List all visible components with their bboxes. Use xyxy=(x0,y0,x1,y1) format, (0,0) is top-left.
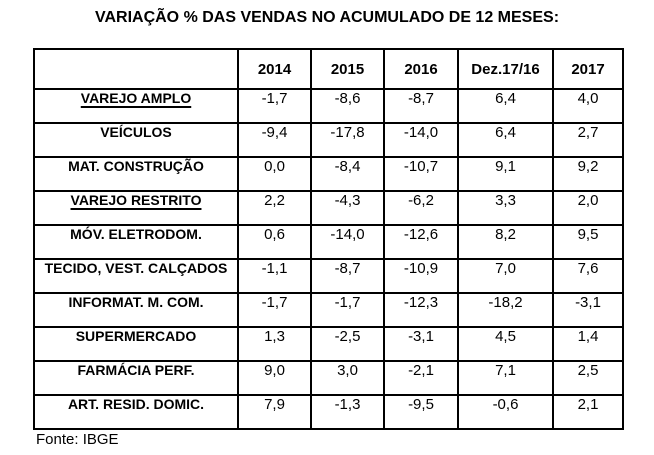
table-row: VAREJO RESTRITO 2,2 -4,3 -6,2 3,3 2,0 xyxy=(33,190,624,226)
value-cell: -9,4 xyxy=(237,122,312,158)
value-cell: -1,1 xyxy=(237,258,312,294)
row-label: SUPERMERCADO xyxy=(33,326,239,362)
value-cell: 8,2 xyxy=(457,224,554,260)
value-cell: -8,4 xyxy=(310,156,385,192)
sales-variation-table: 2014 2015 2016 Dez.17/16 2017 VAREJO AMP… xyxy=(33,48,624,430)
value-cell: -8,7 xyxy=(310,258,385,294)
table-row: ART. RESID. DOMIC. 7,9 -1,3 -9,5 -0,6 2,1 xyxy=(33,394,624,430)
value-cell: -2,5 xyxy=(310,326,385,362)
value-cell: -1,3 xyxy=(310,394,385,430)
value-cell: -18,2 xyxy=(457,292,554,328)
table-row: FARMÁCIA PERF. 9,0 3,0 -2,1 7,1 2,5 xyxy=(33,360,624,396)
value-cell: 7,6 xyxy=(552,258,624,294)
value-cell: 9,1 xyxy=(457,156,554,192)
corner-cell xyxy=(33,48,239,90)
value-cell: -8,7 xyxy=(383,88,459,124)
value-cell: 2,7 xyxy=(552,122,624,158)
column-header-2015: 2015 xyxy=(310,48,385,90)
value-cell: 6,4 xyxy=(457,88,554,124)
row-label: INFORMAT. M. COM. xyxy=(33,292,239,328)
value-cell: -1,7 xyxy=(310,292,385,328)
row-label: MÓV. ELETRODOM. xyxy=(33,224,239,260)
value-cell: -14,0 xyxy=(310,224,385,260)
value-cell: -9,5 xyxy=(383,394,459,430)
value-cell: -6,2 xyxy=(383,190,459,226)
value-cell: 4,5 xyxy=(457,326,554,362)
value-cell: -1,7 xyxy=(237,292,312,328)
value-cell: -3,1 xyxy=(552,292,624,328)
value-cell: 2,0 xyxy=(552,190,624,226)
value-cell: -4,3 xyxy=(310,190,385,226)
row-label: VAREJO RESTRITO xyxy=(33,190,239,226)
value-cell: 7,1 xyxy=(457,360,554,396)
value-cell: 9,5 xyxy=(552,224,624,260)
value-cell: 7,9 xyxy=(237,394,312,430)
row-label: VAREJO AMPLO xyxy=(33,88,239,124)
value-cell: -1,7 xyxy=(237,88,312,124)
row-label: ART. RESID. DOMIC. xyxy=(33,394,239,430)
value-cell: 4,0 xyxy=(552,88,624,124)
value-cell: 9,2 xyxy=(552,156,624,192)
table-row: VAREJO AMPLO -1,7 -8,6 -8,7 6,4 4,0 xyxy=(33,88,624,124)
source-note: Fonte: IBGE xyxy=(36,431,119,448)
table-row: MAT. CONSTRUÇÃO 0,0 -8,4 -10,7 9,1 9,2 xyxy=(33,156,624,192)
column-header-dez-17-16: Dez.17/16 xyxy=(457,48,554,90)
column-header-2016: 2016 xyxy=(383,48,459,90)
value-cell: -2,1 xyxy=(383,360,459,396)
header-row: 2014 2015 2016 Dez.17/16 2017 xyxy=(33,48,624,90)
value-cell: -12,3 xyxy=(383,292,459,328)
value-cell: 0,6 xyxy=(237,224,312,260)
value-cell: -10,9 xyxy=(383,258,459,294)
table-row: INFORMAT. M. COM. -1,7 -1,7 -12,3 -18,2 -3,1 xyxy=(33,292,624,328)
row-label: VEÍCULOS xyxy=(33,122,239,158)
value-cell: -12,6 xyxy=(383,224,459,260)
value-cell: -3,1 xyxy=(383,326,459,362)
value-cell: 6,4 xyxy=(457,122,554,158)
table-row: MÓV. ELETRODOM. 0,6 -14,0 -12,6 8,2 9,5 xyxy=(33,224,624,260)
value-cell: 7,0 xyxy=(457,258,554,294)
table-body: VAREJO AMPLO -1,7 -8,6 -8,7 6,4 4,0 VEÍCULOS -9… xyxy=(33,88,624,430)
value-cell: -8,6 xyxy=(310,88,385,124)
row-label: MAT. CONSTRUÇÃO xyxy=(33,156,239,192)
value-cell: 1,3 xyxy=(237,326,312,362)
row-label: TECIDO, VEST. CALÇADOS xyxy=(33,258,239,294)
value-cell: -0,6 xyxy=(457,394,554,430)
column-header-2014: 2014 xyxy=(237,48,312,90)
value-cell: 2,1 xyxy=(552,394,624,430)
table-row: SUPERMERCADO 1,3 -2,5 -3,1 4,5 1,4 xyxy=(33,326,624,362)
value-cell: 9,0 xyxy=(237,360,312,396)
table-header: 2014 2015 2016 Dez.17/16 2017 xyxy=(33,48,624,90)
value-cell: 0,0 xyxy=(237,156,312,192)
value-cell: 1,4 xyxy=(552,326,624,362)
value-cell: -14,0 xyxy=(383,122,459,158)
table-row: TECIDO, VEST. CALÇADOS -1,1 -8,7 -10,9 7,0 7,… xyxy=(33,258,624,294)
value-cell: 3,3 xyxy=(457,190,554,226)
value-cell: -10,7 xyxy=(383,156,459,192)
column-header-2017: 2017 xyxy=(552,48,624,90)
value-cell: 3,0 xyxy=(310,360,385,396)
page-title: VARIAÇÃO % DAS VENDAS NO ACUMULADO DE 12… xyxy=(94,9,560,26)
value-cell: 2,5 xyxy=(552,360,624,396)
row-label: FARMÁCIA PERF. xyxy=(33,360,239,396)
table-row: VEÍCULOS -9,4 -17,8 -14,0 6,4 2,7 xyxy=(33,122,624,158)
value-cell: -17,8 xyxy=(310,122,385,158)
value-cell: 2,2 xyxy=(237,190,312,226)
